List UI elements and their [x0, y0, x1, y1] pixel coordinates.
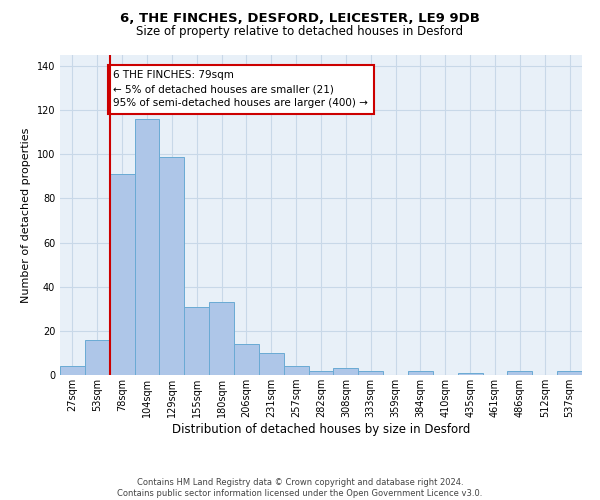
- Bar: [308, 370, 334, 375]
- Bar: [508, 370, 532, 375]
- X-axis label: Distribution of detached houses by size in Desford: Distribution of detached houses by size …: [172, 423, 470, 436]
- Text: Size of property relative to detached houses in Desford: Size of property relative to detached ho…: [136, 25, 464, 38]
- Bar: [284, 366, 308, 375]
- Text: 6 THE FINCHES: 79sqm
← 5% of detached houses are smaller (21)
95% of semi-detach: 6 THE FINCHES: 79sqm ← 5% of detached ho…: [113, 70, 368, 108]
- Bar: [358, 370, 383, 375]
- Text: Contains HM Land Registry data © Crown copyright and database right 2024.
Contai: Contains HM Land Registry data © Crown c…: [118, 478, 482, 498]
- Bar: [334, 368, 358, 375]
- Y-axis label: Number of detached properties: Number of detached properties: [21, 128, 31, 302]
- Bar: [110, 174, 134, 375]
- Bar: [408, 370, 433, 375]
- Bar: [557, 370, 582, 375]
- Bar: [184, 306, 209, 375]
- Bar: [85, 340, 110, 375]
- Bar: [134, 119, 160, 375]
- Bar: [458, 373, 482, 375]
- Bar: [259, 353, 284, 375]
- Bar: [160, 156, 184, 375]
- Bar: [234, 344, 259, 375]
- Text: 6, THE FINCHES, DESFORD, LEICESTER, LE9 9DB: 6, THE FINCHES, DESFORD, LEICESTER, LE9 …: [120, 12, 480, 26]
- Bar: [209, 302, 234, 375]
- Bar: [60, 366, 85, 375]
